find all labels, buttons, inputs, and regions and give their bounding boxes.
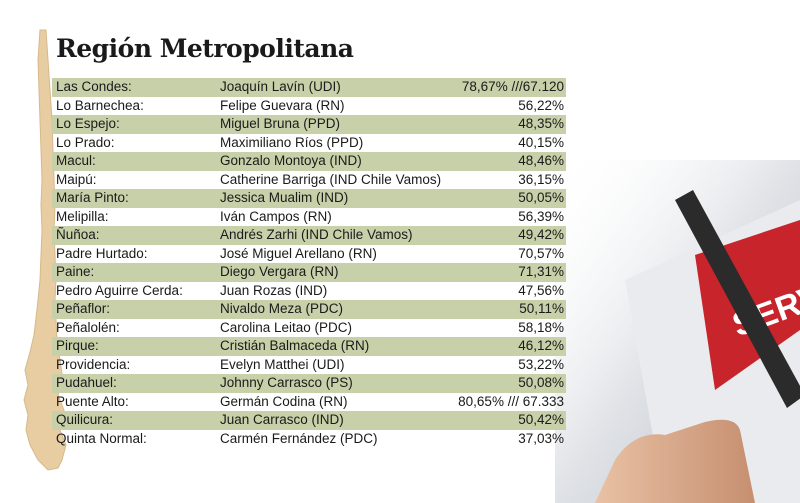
table-row: Pirque: Cristián Balmaceda (RN) 46,12%: [52, 337, 566, 356]
result-cell: 48,35%: [518, 116, 564, 131]
table-row: Pudahuel: Johnny Carrasco (PS) 50,08%: [52, 374, 566, 393]
candidate-cell: Miguel Bruna (PPD): [220, 116, 341, 131]
result-cell: 36,15%: [518, 171, 564, 187]
candidate-cell: José Miguel Arellano (RN): [220, 245, 377, 261]
table-row: Quilicura: Juan Carrasco (IND) 50,42%: [52, 411, 566, 430]
comuna-cell: Padre Hurtado:: [56, 245, 148, 261]
table-row: Lo Prado: Maximiliano Ríos (PPD) 40,15%: [52, 134, 566, 153]
comuna-cell: Ñuñoa:: [56, 227, 100, 242]
result-cell: 50,05%: [518, 190, 564, 205]
table-row: Paine: Diego Vergara (RN) 71,31%: [52, 263, 566, 282]
comuna-cell: Puente Alto:: [56, 393, 129, 409]
comuna-cell: Quilicura:: [56, 412, 114, 427]
comuna-cell: María Pinto:: [56, 190, 129, 205]
result-cell: 71,31%: [518, 264, 564, 279]
table-row: Maipú: Catherine Barriga (IND Chile Vamos…: [52, 171, 566, 190]
table-row: Ñuñoa: Andrés Zarhi (IND Chile Vamos) 49,4…: [52, 226, 566, 245]
table-row: Peñalolén: Carolina Leitao (PDC) 58,18%: [52, 319, 566, 338]
candidate-cell: Joaquín Lavín (UDI): [220, 79, 341, 94]
table-row: Melipilla: Iván Campos (RN) 56,39%: [52, 208, 566, 227]
result-cell: 78,67% ///67.120: [461, 79, 564, 94]
candidate-cell: Felipe Guevara (RN): [220, 97, 345, 113]
candidate-cell: Maximiliano Ríos (PPD): [220, 134, 364, 150]
table-row: Pedro Aguirre Cerda: Juan Rozas (IND) 47,5…: [52, 282, 566, 301]
comuna-cell: Pirque:: [56, 338, 99, 353]
result-cell: 49,42%: [518, 227, 564, 242]
candidate-cell: Gonzalo Montoya (IND): [220, 153, 362, 168]
candidate-cell: Cristián Balmaceda (RN): [220, 338, 370, 353]
comuna-cell: Quinta Normal:: [56, 430, 147, 446]
table-row: Padre Hurtado: José Miguel Arellano (RN) 7…: [52, 245, 566, 264]
comuna-cell: Peñaflor:: [56, 301, 111, 316]
result-cell: 58,18%: [518, 319, 564, 335]
comuna-cell: Las Condes:: [56, 79, 132, 94]
table-row: Lo Barnechea: Felipe Guevara (RN) 56,22%: [52, 97, 566, 116]
result-cell: 47,56%: [518, 282, 564, 298]
comuna-cell: Lo Espejo:: [56, 116, 120, 131]
result-cell: 40,15%: [518, 134, 564, 150]
result-cell: 50,08%: [518, 375, 564, 390]
candidate-cell: Jessica Mualim (IND): [220, 190, 349, 205]
result-cell: 53,22%: [518, 356, 564, 372]
result-cell: 37,03%: [518, 430, 564, 446]
table-row: Lo Espejo: Miguel Bruna (PPD) 48,35%: [52, 115, 566, 134]
candidate-cell: Diego Vergara (RN): [220, 264, 339, 279]
comuna-cell: Peñalolén:: [56, 319, 120, 335]
chile-map-icon: [23, 29, 67, 471]
comuna-cell: Macul:: [56, 153, 96, 168]
candidate-cell: Carmén Fernández (PDC): [220, 430, 378, 446]
result-cell: 48,46%: [518, 153, 564, 168]
table-row: María Pinto: Jessica Mualim (IND) 50,05%: [52, 189, 566, 208]
result-cell: 70,57%: [518, 245, 564, 261]
results-table: Las Condes: Joaquín Lavín (UDI) 78,67% ///…: [52, 78, 566, 448]
candidate-cell: Iván Campos (RN): [220, 208, 332, 224]
comuna-cell: Paine:: [56, 264, 95, 279]
comuna-cell: Maipú:: [56, 171, 97, 187]
result-cell: 50,42%: [518, 412, 564, 427]
result-cell: 50,11%: [519, 301, 564, 316]
table-row: Puente Alto: Germán Codina (RN) 80,65% ///…: [52, 393, 566, 412]
result-cell: 56,39%: [518, 208, 564, 224]
comuna-cell: Providencia:: [56, 356, 131, 372]
comuna-cell: Pedro Aguirre Cerda:: [56, 282, 183, 298]
comuna-cell: Lo Prado:: [56, 134, 115, 150]
page-title: Región Metropolitana: [56, 34, 354, 63]
candidate-cell: Juan Carrasco (IND): [220, 412, 344, 427]
table-row: Providencia: Evelyn Matthei (UDI) 53,22%: [52, 356, 566, 375]
result-cell: 46,12%: [518, 338, 564, 353]
candidate-cell: Germán Codina (RN): [220, 393, 348, 409]
result-cell: 56,22%: [518, 97, 564, 113]
candidate-cell: Catherine Barriga (IND Chile Vamos): [220, 171, 442, 187]
ballot-box-photo: SERVEL: [555, 160, 800, 503]
table-row: Las Condes: Joaquín Lavín (UDI) 78,67% ///…: [52, 78, 566, 97]
table-row: Quinta Normal: Carmén Fernández (PDC) 37,0…: [52, 430, 566, 449]
table-row: Macul: Gonzalo Montoya (IND) 48,46%: [52, 152, 566, 171]
table-row: Peñaflor: Nivaldo Meza (PDC) 50,11%: [52, 300, 566, 319]
candidate-cell: Carolina Leitao (PDC): [220, 319, 353, 335]
candidate-cell: Johnny Carrasco (PS): [220, 375, 353, 390]
result-cell: 80,65% /// 67.333: [458, 393, 564, 409]
comuna-cell: Lo Barnechea:: [56, 97, 144, 113]
comuna-cell: Melipilla:: [56, 208, 109, 224]
candidate-cell: Nivaldo Meza (PDC): [220, 301, 344, 316]
comuna-cell: Pudahuel:: [56, 375, 117, 390]
candidate-cell: Andrés Zarhi (IND Chile Vamos): [220, 227, 413, 242]
candidate-cell: Evelyn Matthei (UDI): [220, 356, 345, 372]
candidate-cell: Juan Rozas (IND): [220, 282, 328, 298]
